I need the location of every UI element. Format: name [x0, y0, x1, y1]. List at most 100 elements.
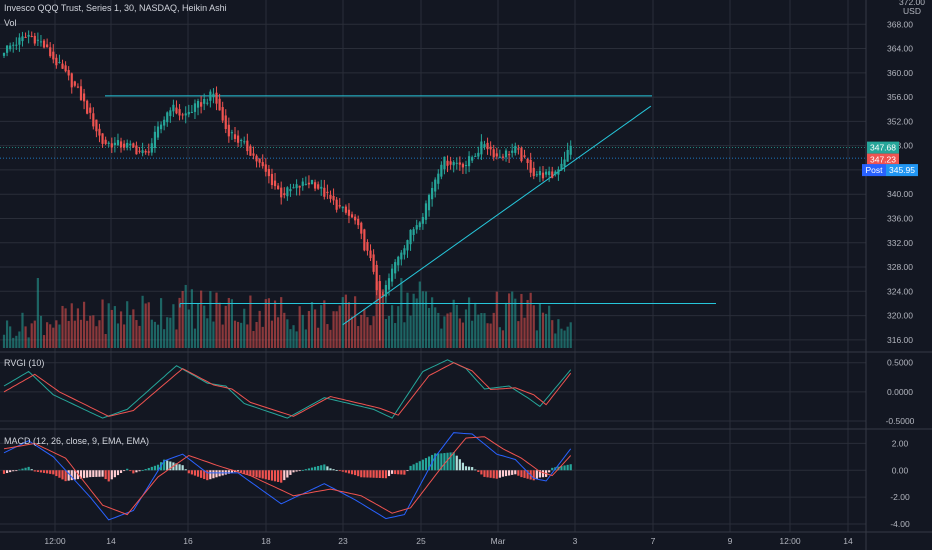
volume-bar [409, 315, 412, 348]
drawing-tools[interactable] [0, 95, 866, 326]
candle-body [283, 193, 286, 196]
volume-bar [289, 329, 292, 348]
macd-histogram-bar [73, 470, 76, 480]
volume-bar [471, 320, 474, 348]
macd-histogram-bar [82, 470, 86, 479]
volume-bar [206, 318, 209, 348]
candle-body [492, 149, 495, 158]
macd-histogram-bar [313, 466, 317, 471]
volume-bar [255, 321, 258, 348]
macd-histogram-bar [264, 470, 267, 480]
macd-histogram-bar [70, 470, 73, 481]
candle-body [33, 35, 36, 44]
volume-bar [443, 316, 446, 348]
volume-bar [508, 293, 511, 348]
volume-bar [46, 322, 49, 348]
time-tick-label: 25 [416, 536, 426, 546]
symbol-title[interactable]: Invesco QQQ Trust, Series 1, 30, NASDAQ,… [4, 3, 227, 13]
volume-bar [538, 303, 542, 348]
candle-body [153, 131, 157, 148]
candle-body [449, 161, 452, 165]
volume-bar [323, 300, 326, 348]
macd-histogram-bar [372, 470, 375, 478]
candle-body [24, 36, 27, 38]
time-axis[interactable]: 12:00 14 16 18 23 25 Mar 3 7 9 12:00 14 [44, 536, 853, 546]
currency-label: USD [903, 6, 921, 16]
macd-histogram-bar [126, 468, 129, 471]
candle-body [357, 218, 360, 226]
macd-histogram-bar [449, 452, 452, 471]
volume-bar [138, 325, 141, 348]
candle-body [480, 141, 483, 155]
macd-histogram-bar [384, 470, 388, 479]
macd-histogram-bar [320, 465, 323, 471]
rvgi-label[interactable]: RVGI (10) [4, 358, 45, 368]
candle-body [535, 174, 538, 176]
candle-body [104, 139, 107, 144]
ascending-trendline[interactable] [342, 105, 652, 326]
candle-body [495, 153, 498, 157]
macd-histogram-bar [375, 470, 378, 478]
volume-bar [498, 327, 501, 348]
volume-bar [489, 323, 492, 348]
volume-bar [461, 322, 465, 348]
macd-histogram-bar [169, 461, 172, 471]
price-tick-label: 348.00 [887, 141, 913, 151]
candle-body [169, 110, 172, 117]
volume-bar [560, 328, 563, 348]
volume-bar [98, 320, 101, 348]
macd-tick-label: -2.00 [890, 492, 910, 502]
volume-bar [464, 309, 468, 348]
candle-body [9, 45, 12, 50]
macd-histogram-bar [504, 470, 508, 477]
candle-body [523, 155, 526, 157]
macd-histogram-bar [24, 467, 27, 471]
macd-histogram-bar [381, 470, 384, 479]
candle-body [76, 86, 80, 88]
macd-pane [2, 432, 572, 521]
volume-bar [446, 313, 449, 348]
volume-bar [504, 302, 508, 348]
candle-body [304, 183, 307, 185]
macd-histogram-bar [92, 470, 95, 478]
candle-body [113, 142, 116, 146]
candle-body [144, 150, 147, 153]
candle-body [255, 155, 258, 162]
macd-histogram-bar [366, 470, 369, 478]
volume-bar [526, 299, 529, 348]
macd-histogram-bar [326, 466, 329, 471]
candle-body [455, 162, 458, 164]
macd-histogram-bar [541, 470, 545, 478]
macd-histogram-bar [95, 470, 98, 477]
candle-body [406, 240, 409, 251]
volume-bar [92, 315, 95, 348]
volume-bar [535, 330, 538, 348]
macd-histogram-bar [455, 455, 458, 471]
volume-bar [101, 299, 104, 348]
candle-body [30, 35, 33, 37]
candle-body [338, 205, 341, 207]
volume-bar [67, 320, 70, 348]
volume-bar [320, 305, 323, 348]
candle-body [514, 146, 517, 153]
volume-bar [563, 330, 566, 348]
prev-price-tag [867, 153, 899, 166]
volume-bar [532, 305, 535, 348]
volume-bar [427, 307, 431, 348]
volume-bar [147, 302, 150, 348]
volume-label[interactable]: Vol [4, 18, 17, 28]
candle-body [384, 285, 388, 297]
candle-body [489, 146, 492, 150]
volume-bar [458, 318, 461, 348]
macd-label[interactable]: MACD (12, 26, close, 9, EMA, EMA) [4, 436, 150, 446]
last-price-tag-text: 347.68 [870, 143, 896, 153]
time-tick-label: 12:00 [44, 536, 66, 546]
candle-body [560, 163, 563, 171]
macd-histogram-bar [474, 469, 477, 471]
candle-body [326, 191, 329, 194]
volume-bar [554, 333, 557, 348]
macd-histogram-bar [101, 470, 104, 477]
